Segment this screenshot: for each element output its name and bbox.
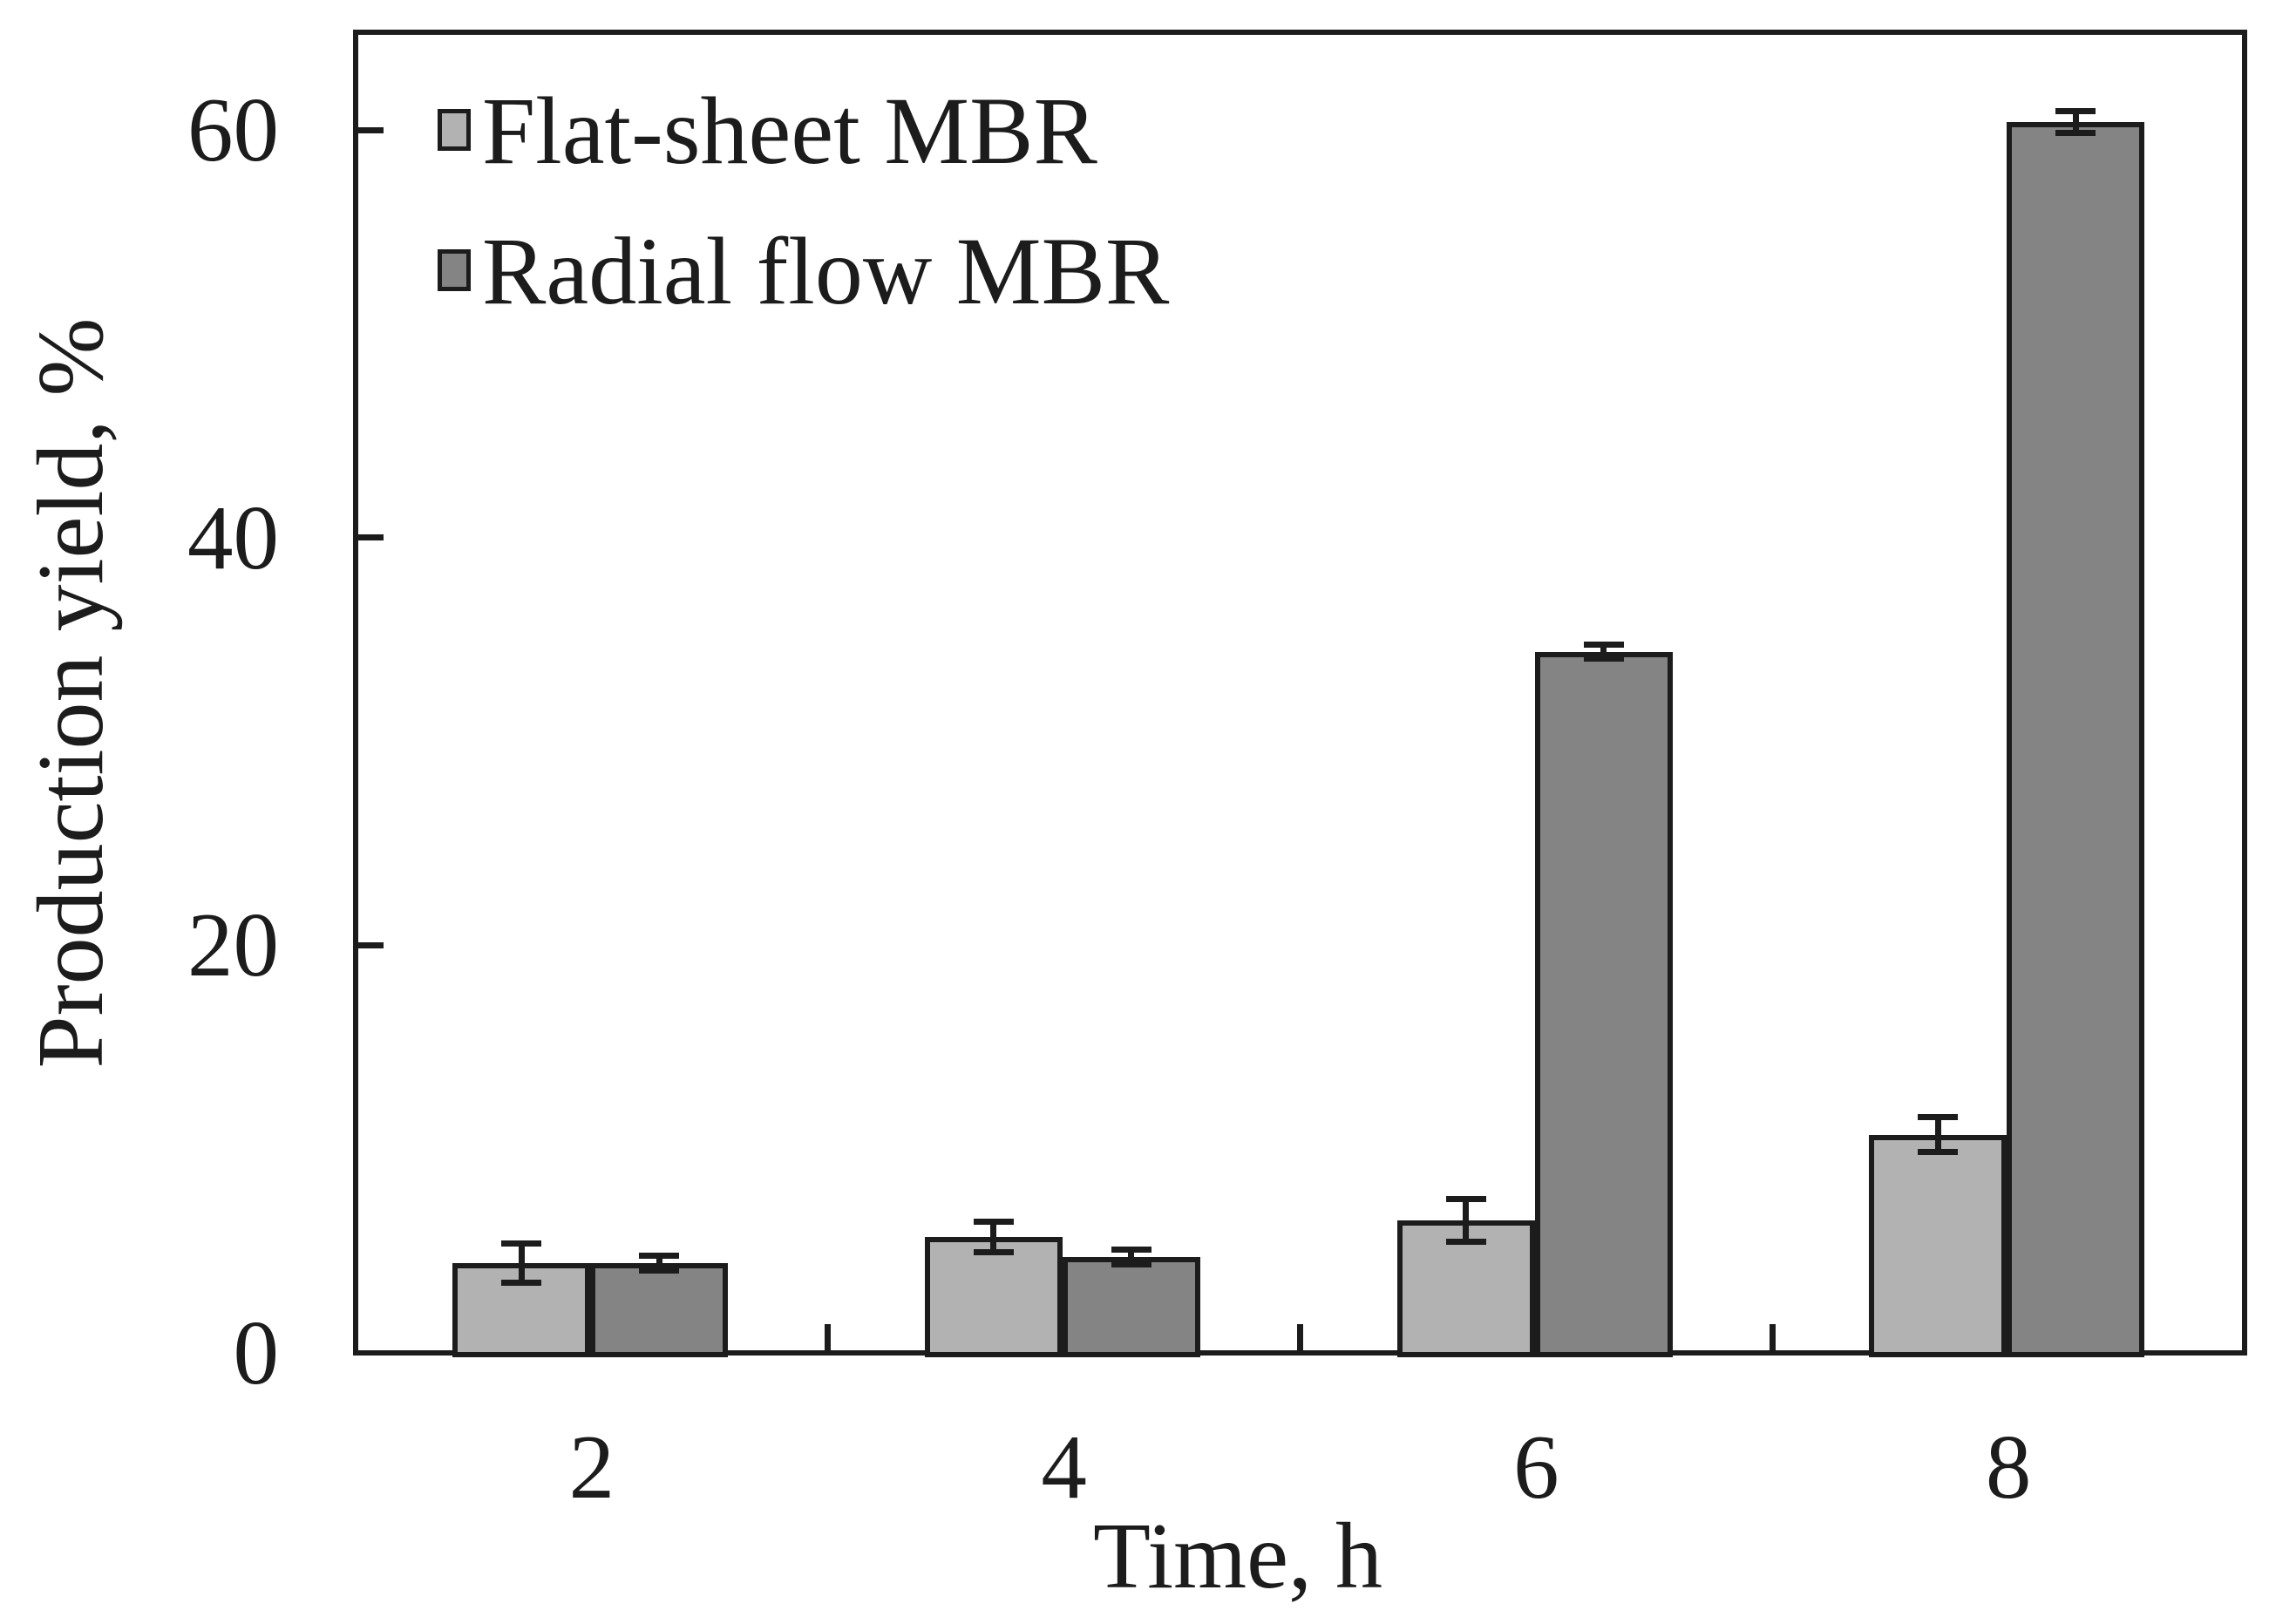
error-bar-vline xyxy=(518,1240,525,1286)
y-tick-label: 40 xyxy=(187,486,279,588)
x-tick-label: 4 xyxy=(1041,1416,1087,1518)
error-bar-vline xyxy=(990,1218,997,1255)
x-tick-label: 8 xyxy=(1985,1416,2032,1518)
legend-label-flat-sheet: Flat-sheet MBR xyxy=(482,78,1097,184)
bar-radial-flow-mbr xyxy=(590,1263,728,1357)
error-bar-cap-top xyxy=(1111,1247,1151,1254)
bar-radial-flow-mbr xyxy=(2007,121,2145,1357)
error-bar xyxy=(501,1240,541,1286)
error-bar-vline xyxy=(656,1253,662,1274)
y-tick-mark xyxy=(356,126,384,133)
bar-radial-flow-mbr xyxy=(1534,651,1673,1357)
legend-swatch-flat-sheet xyxy=(438,109,471,151)
x-axis-title: Time, h xyxy=(1092,1505,1383,1608)
error-bar-cap-bot xyxy=(2055,130,2096,137)
error-bar-cap-bot xyxy=(1445,1239,1486,1246)
error-bar-cap-bot xyxy=(1583,656,1624,663)
error-bar-vline xyxy=(1128,1247,1135,1267)
y-tick-label: 0 xyxy=(233,1301,280,1403)
error-bar xyxy=(1583,642,1624,663)
x-tick-mark xyxy=(825,1324,832,1353)
error-bar-cap-top xyxy=(1918,1114,1959,1121)
bar-radial-flow-mbr xyxy=(1062,1257,1200,1357)
error-bar xyxy=(973,1218,1014,1255)
y-tick-label: 60 xyxy=(187,78,279,181)
error-bar xyxy=(1918,1114,1959,1156)
error-bar-vline xyxy=(1463,1195,1469,1246)
error-bar xyxy=(639,1253,679,1274)
error-bar xyxy=(1445,1195,1486,1246)
x-tick-label: 2 xyxy=(568,1416,615,1518)
error-bar-cap-top xyxy=(1445,1195,1486,1202)
y-tick-mark xyxy=(356,941,384,948)
legend-label-radial-flow: Radial flow MBR xyxy=(482,218,1170,324)
error-bar xyxy=(2055,107,2096,137)
legend-swatch-radial-flow xyxy=(438,249,471,291)
x-tick-mark xyxy=(1297,1324,1303,1353)
error-bar-cap-bot xyxy=(639,1267,679,1274)
y-tick-label: 20 xyxy=(187,894,279,996)
error-bar-cap-bot xyxy=(1918,1149,1959,1156)
x-tick-mark xyxy=(1769,1324,1776,1353)
error-bar-cap-top xyxy=(639,1253,679,1260)
error-bar-cap-top xyxy=(2055,107,2096,114)
error-bar-vline xyxy=(2072,107,2079,137)
x-tick-label: 6 xyxy=(1513,1416,1559,1518)
y-tick-mark xyxy=(356,534,384,541)
bar-flat-sheet-mbr xyxy=(1869,1134,2007,1357)
error-bar-cap-top xyxy=(501,1240,541,1247)
error-bar-cap-bot xyxy=(501,1279,541,1286)
error-bar-cap-bot xyxy=(973,1248,1014,1255)
error-bar xyxy=(1111,1247,1151,1267)
error-bar-cap-bot xyxy=(1111,1260,1151,1267)
error-bar-cap-top xyxy=(973,1218,1014,1225)
error-bar-vline xyxy=(1600,642,1607,663)
error-bar-vline xyxy=(1934,1114,1941,1156)
plot-area xyxy=(353,30,2247,1356)
error-bar-cap-top xyxy=(1583,642,1624,649)
